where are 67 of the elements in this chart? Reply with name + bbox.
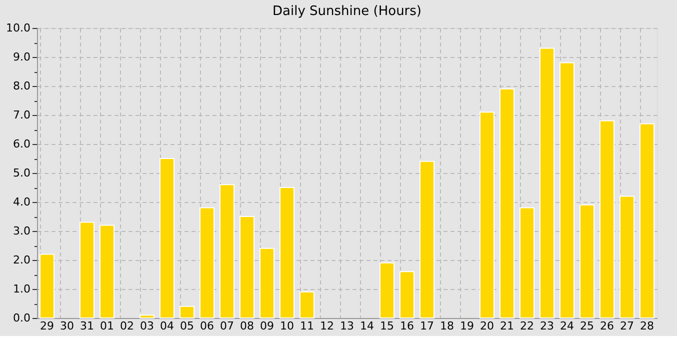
y-tick-label: 8.0 bbox=[13, 80, 30, 92]
x-tick-label: 18 bbox=[440, 320, 454, 332]
x-tick-label: 26 bbox=[600, 320, 614, 332]
x-tick-label: 20 bbox=[480, 320, 494, 332]
bar bbox=[640, 123, 654, 318]
x-tick-label: 27 bbox=[620, 320, 634, 332]
x-tick-label: 22 bbox=[520, 320, 534, 332]
x-tick-label: 08 bbox=[240, 320, 254, 332]
bar bbox=[400, 271, 414, 318]
bar bbox=[580, 204, 594, 318]
bar bbox=[420, 160, 434, 318]
y-tick-label: 0.0 bbox=[13, 312, 30, 324]
bar bbox=[180, 306, 194, 318]
x-tick-label: 01 bbox=[100, 320, 114, 332]
x-tick-label: 05 bbox=[180, 320, 194, 332]
x-tick-label: 03 bbox=[140, 320, 154, 332]
y-tick-label: 1.0 bbox=[13, 282, 30, 296]
x-tick-label: 04 bbox=[160, 320, 174, 332]
bar bbox=[540, 48, 554, 318]
bar bbox=[220, 184, 234, 318]
y-tick-label: 9.0 bbox=[13, 50, 30, 64]
x-tick-label: 19 bbox=[460, 320, 474, 332]
x-tick-label: 09 bbox=[260, 320, 274, 332]
x-tick-label: 17 bbox=[420, 320, 434, 332]
x-tick-label: 02 bbox=[120, 320, 134, 332]
bar bbox=[300, 291, 314, 318]
x-tick-label: 16 bbox=[400, 320, 414, 332]
x-tick-label: 11 bbox=[300, 320, 314, 332]
y-tick-label: 5.0 bbox=[13, 166, 30, 180]
x-tick-label: 13 bbox=[340, 320, 354, 332]
x-tick-label: 30 bbox=[60, 320, 74, 332]
y-tick-label: 2.0 bbox=[13, 254, 30, 266]
y-tick-label: 4.0 bbox=[13, 196, 30, 208]
bar bbox=[80, 222, 94, 318]
x-tick-label: 31 bbox=[80, 320, 94, 332]
x-tick-label: 14 bbox=[360, 320, 374, 332]
bar bbox=[200, 207, 214, 318]
chart-title: Daily Sunshine (Hours) bbox=[272, 4, 422, 19]
x-tick-label: 28 bbox=[640, 320, 654, 332]
bar bbox=[100, 224, 114, 318]
x-tick-label: 29 bbox=[40, 320, 54, 332]
x-tick-label: 10 bbox=[280, 320, 294, 332]
x-tick-label: 12 bbox=[320, 320, 334, 332]
x-tick-label: 24 bbox=[560, 320, 574, 332]
x-tick-label: 07 bbox=[220, 320, 234, 332]
x-tick-label: 25 bbox=[580, 320, 594, 332]
bar bbox=[140, 314, 154, 318]
bar bbox=[520, 207, 534, 318]
bar bbox=[160, 158, 174, 318]
x-tick-label: 06 bbox=[200, 320, 214, 332]
y-tick-label: 3.0 bbox=[13, 224, 30, 238]
bar bbox=[260, 248, 274, 318]
bar bbox=[480, 112, 494, 318]
x-tick-label: 15 bbox=[380, 320, 394, 332]
y-tick-label: 6.0 bbox=[13, 138, 30, 150]
bar bbox=[240, 216, 254, 318]
y-tick-label: 7.0 bbox=[13, 108, 30, 122]
bar bbox=[500, 88, 514, 318]
y-tick-label: 10.0 bbox=[6, 22, 30, 34]
bar bbox=[380, 262, 394, 318]
bar bbox=[40, 254, 54, 318]
bar bbox=[620, 196, 634, 318]
x-tick-label: 23 bbox=[540, 320, 554, 332]
x-tick-label: 21 bbox=[500, 320, 514, 332]
bar bbox=[560, 62, 574, 318]
bar bbox=[600, 120, 614, 318]
bar bbox=[280, 187, 294, 318]
